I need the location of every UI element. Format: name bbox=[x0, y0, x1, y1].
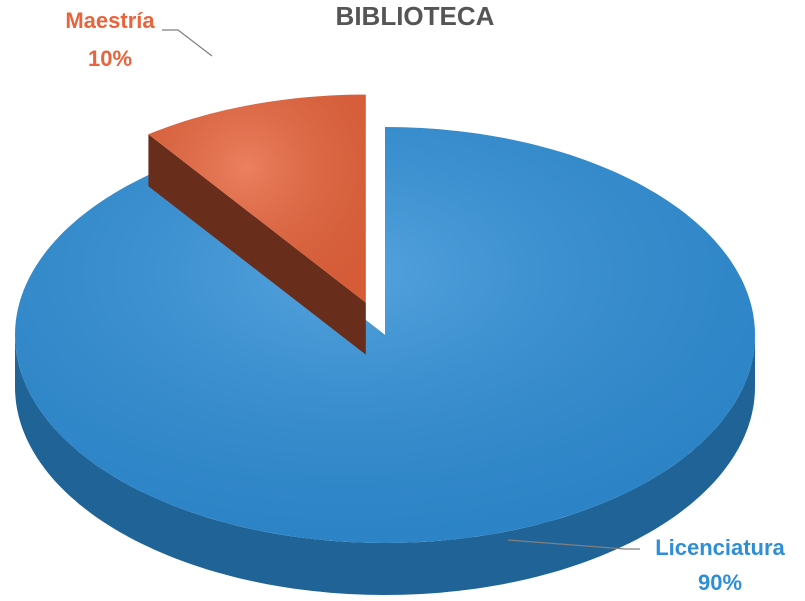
leader-line bbox=[162, 29, 213, 57]
chart-title: BIBLIOTECA bbox=[336, 1, 495, 31]
slice-side bbox=[148, 134, 366, 355]
slice-shine bbox=[15, 127, 755, 543]
data-label-value: 10% bbox=[88, 46, 132, 71]
slice-shine bbox=[148, 94, 366, 303]
leader-line bbox=[507, 539, 640, 550]
data-label-name: Licenciatura bbox=[655, 535, 785, 560]
slice-wall bbox=[15, 335, 755, 595]
data-label-name: Maestría bbox=[65, 8, 155, 33]
data-label-value: 90% bbox=[698, 570, 742, 595]
